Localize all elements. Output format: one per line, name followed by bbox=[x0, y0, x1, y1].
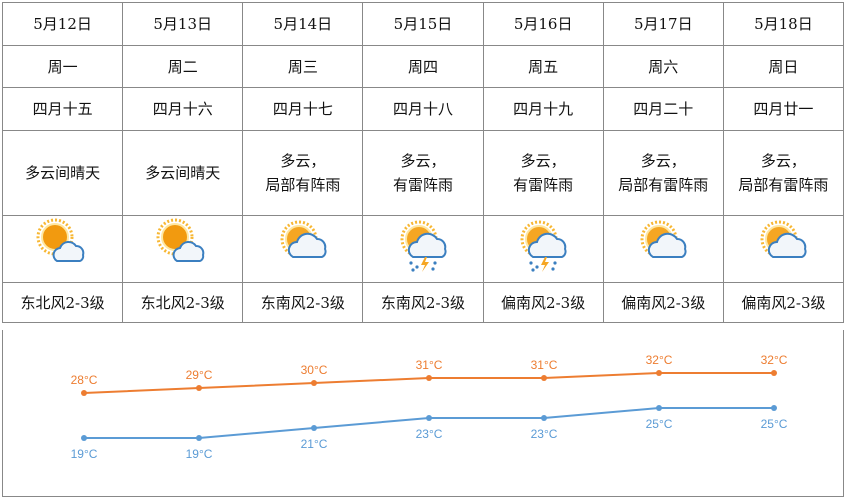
date-cell: 5月18日 bbox=[722, 2, 845, 46]
weather-description-cell: 多云， 局部有雷阵雨 bbox=[602, 130, 724, 216]
low-temp-point bbox=[771, 405, 777, 411]
lunar-date-cell: 四月十八 bbox=[362, 87, 484, 131]
weekday-cell: 周日 bbox=[722, 45, 845, 88]
weather-icon-cell bbox=[122, 215, 244, 283]
cloudy-icon bbox=[640, 220, 687, 258]
date-cell: 5月16日 bbox=[482, 2, 604, 46]
weather-icon-cell bbox=[602, 215, 724, 283]
weather-icon-cell bbox=[1, 215, 124, 283]
low-temp-point bbox=[311, 425, 317, 431]
high-temp-point bbox=[81, 390, 87, 396]
thunderstorm-icon bbox=[400, 220, 447, 272]
description-line: 局部有阵雨 bbox=[265, 176, 341, 194]
weekday-cell: 周四 bbox=[362, 45, 484, 88]
high-temp-label: 30°C bbox=[301, 363, 328, 377]
description-line: 多云间晴天 bbox=[145, 164, 221, 182]
low-temp-label: 19°C bbox=[186, 447, 213, 461]
low-temp-label: 23°C bbox=[416, 427, 443, 441]
wind-cell: 偏南风2-3级 bbox=[602, 282, 724, 323]
description-line: 多云， bbox=[760, 152, 806, 170]
forecast-table: 5月12日 5月13日 5月14日 5月15日 5月16日 5月17日 5月18日 周一 周二周… bbox=[1, 2, 845, 323]
low-temp-point bbox=[196, 435, 202, 441]
wind-cell: 东北风2-3级 bbox=[1, 282, 124, 323]
high-temp-label: 31°C bbox=[416, 358, 443, 372]
thunderstorm-icon bbox=[520, 220, 567, 272]
high-temp-label: 28°C bbox=[71, 373, 98, 387]
partly-sunny-icon bbox=[36, 218, 84, 262]
weather-icon-cell bbox=[722, 215, 845, 283]
high-temp-label: 32°C bbox=[761, 353, 788, 367]
partly-sunny-icon bbox=[156, 218, 204, 262]
lunar-date-cell: 四月十六 bbox=[122, 87, 244, 131]
temperature-chart: 28°C 29°C 30°C 31°C 31°C 32°C 32°C 19°C 19°C 21°C… bbox=[2, 330, 844, 497]
weather-icon-cell bbox=[482, 215, 604, 283]
lunar-date-cell: 四月廿一 bbox=[722, 87, 845, 131]
lunar-date-cell: 四月十七 bbox=[242, 87, 364, 131]
temperature-chart-svg: 28°C 29°C 30°C 31°C 31°C 32°C 32°C 19°C 19°C 21°C… bbox=[71, 353, 788, 461]
high-temp-point bbox=[771, 370, 777, 376]
cloudy-icon bbox=[760, 220, 807, 258]
low-temp-label: 23°C bbox=[531, 427, 558, 441]
wind-cell: 东南风2-3级 bbox=[362, 282, 484, 323]
lunar-date-cell: 四月十九 bbox=[482, 87, 604, 131]
high-temp-label: 31°C bbox=[531, 358, 558, 372]
low-temp-label: 21°C bbox=[301, 437, 328, 451]
date-cell: 5月15日 bbox=[362, 2, 484, 46]
weather-description-cell: 多云， 局部有雷阵雨 bbox=[722, 130, 845, 216]
wind-cell: 东北风2-3级 bbox=[122, 282, 244, 323]
lunar-date-cell: 四月十五 bbox=[1, 87, 124, 131]
weather-description-cell: 多云间晴天 bbox=[122, 130, 244, 216]
weekday-cell: 周三 bbox=[242, 45, 364, 88]
cloudy-icon bbox=[280, 220, 327, 258]
high-temp-label: 29°C bbox=[186, 368, 213, 382]
weekday-cell: 周六 bbox=[602, 45, 724, 88]
wind-cell: 偏南风2-3级 bbox=[482, 282, 604, 323]
low-temp-label: 19°C bbox=[71, 447, 98, 461]
weekday-cell: 周五 bbox=[482, 45, 604, 88]
high-temp-point bbox=[196, 385, 202, 391]
weather-description-cell: 多云， 有雷阵雨 bbox=[362, 130, 484, 216]
weekday-cell: 周一 bbox=[1, 45, 124, 88]
date-cell: 5月14日 bbox=[242, 2, 364, 46]
description-line: 有雷阵雨 bbox=[392, 176, 453, 194]
weather-icon-cell bbox=[362, 215, 484, 283]
low-temp-point bbox=[541, 415, 547, 421]
low-temp-point bbox=[81, 435, 87, 441]
low-temp-point bbox=[426, 415, 432, 421]
description-line: 有雷阵雨 bbox=[513, 176, 574, 194]
wind-cell: 东南风2-3级 bbox=[242, 282, 364, 323]
wind-cell: 偏南风2-3级 bbox=[722, 282, 845, 323]
date-cell: 5月12日 bbox=[1, 2, 124, 46]
high-temp-point bbox=[311, 380, 317, 386]
weather-description-cell: 多云间晴天 bbox=[1, 130, 124, 216]
description-line: 多云间晴天 bbox=[25, 164, 101, 182]
high-temp-point bbox=[656, 370, 662, 376]
weather-icon-cell bbox=[242, 215, 364, 283]
description-line: 局部有雷阵雨 bbox=[738, 176, 829, 194]
high-temp-label: 32°C bbox=[646, 353, 673, 367]
low-temp-point bbox=[656, 405, 662, 411]
weekday-cell: 周二 bbox=[122, 45, 244, 88]
weather-description-cell: 多云， 有雷阵雨 bbox=[482, 130, 604, 216]
lunar-date-cell: 四月二十 bbox=[602, 87, 724, 131]
high-temp-point bbox=[426, 375, 432, 381]
description-line: 多云， bbox=[520, 152, 566, 170]
description-line: 多云， bbox=[640, 152, 686, 170]
low-temp-label: 25°C bbox=[646, 417, 673, 431]
low-temp-label: 25°C bbox=[761, 417, 788, 431]
description-line: 多云， bbox=[280, 152, 326, 170]
date-cell: 5月17日 bbox=[602, 2, 724, 46]
high-temp-point bbox=[541, 375, 547, 381]
description-line: 局部有雷阵雨 bbox=[618, 176, 709, 194]
weather-description-cell: 多云， 局部有阵雨 bbox=[242, 130, 364, 216]
description-line: 多云， bbox=[400, 152, 446, 170]
date-cell: 5月13日 bbox=[122, 2, 244, 46]
